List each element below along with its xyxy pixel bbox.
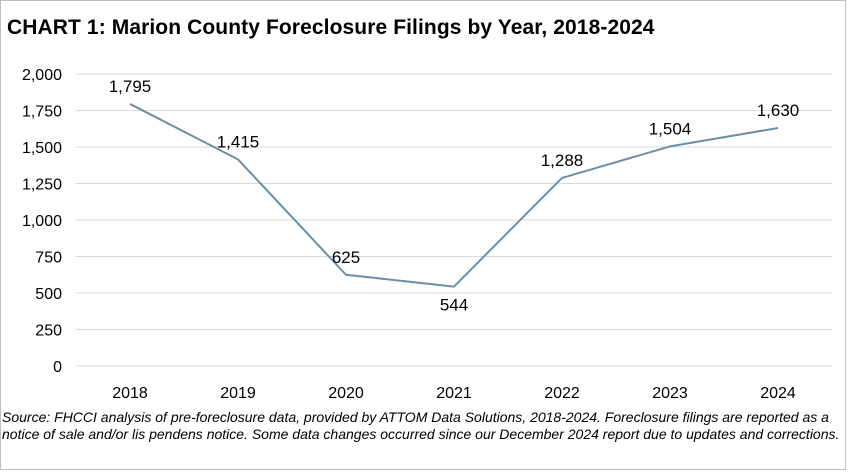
y-tick-label: 250	[35, 323, 62, 340]
gridlines	[76, 73, 832, 367]
x-tick-label: 2022	[544, 385, 580, 402]
line-chart: 0 250 500 750 1,000 1,250 1,500 1,750 2,000 2018…	[22, 67, 832, 402]
series-lines	[129, 103, 779, 288]
x-tick-label: 2024	[760, 385, 796, 402]
data-labels: 1,795 1,415 625 544 1,288 1,504 1,630	[109, 77, 800, 315]
x-tick-label: 2018	[112, 385, 148, 402]
x-tick-label: 2023	[652, 385, 688, 402]
series-line	[129, 103, 779, 288]
y-tick-label: 1,250	[22, 177, 62, 194]
y-tick-label: 2,000	[22, 67, 62, 84]
y-tick-label: 0	[53, 359, 62, 376]
data-label: 1,415	[217, 132, 260, 151]
data-label: 1,630	[757, 101, 800, 120]
y-tick-label: 500	[35, 286, 62, 303]
x-tick-label: 2020	[328, 385, 364, 402]
y-tick-label: 1,000	[22, 213, 62, 230]
x-tick-label: 2019	[220, 385, 256, 402]
y-axis-tick-labels: 0 250 500 750 1,000 1,250 1,500 1,750 2,000	[22, 67, 62, 376]
data-label: 1,288	[541, 151, 584, 170]
data-label: 625	[332, 248, 360, 267]
data-label: 1,504	[649, 119, 692, 138]
source-note: Source: FHCCI analysis of pre-foreclosur…	[2, 409, 840, 442]
x-axis-tick-labels: 2018 2019 2020 2021 2022 2023 2024	[112, 385, 796, 402]
data-label: 544	[440, 296, 468, 315]
y-tick-label: 1,750	[22, 104, 62, 121]
x-tick-label: 2021	[436, 385, 472, 402]
chart-title: CHART 1: Marion County Foreclosure Filin…	[7, 16, 655, 39]
data-label: 1,795	[109, 77, 152, 96]
y-tick-label: 1,500	[22, 140, 62, 157]
y-tick-label: 750	[35, 250, 62, 267]
